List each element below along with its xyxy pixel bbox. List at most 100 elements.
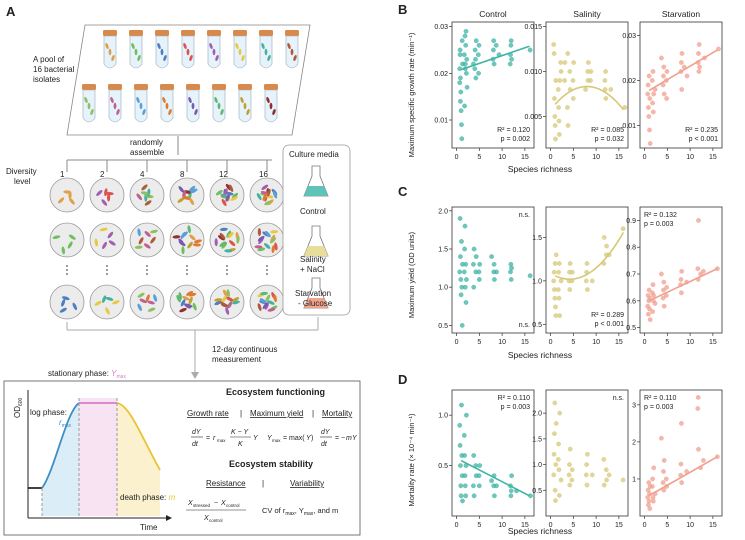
bacterium <box>68 234 76 240</box>
bacterium <box>63 190 72 194</box>
data-point <box>553 304 558 310</box>
data-point <box>567 482 573 488</box>
bacterium <box>293 54 297 62</box>
bacterium <box>220 193 228 198</box>
data-point <box>489 254 494 259</box>
petri-dish <box>249 222 285 258</box>
bacterium <box>230 196 238 201</box>
data-point <box>471 493 477 499</box>
data-point <box>494 269 499 275</box>
ellipsis-dot <box>146 273 148 275</box>
stationary-phase-fill <box>79 398 117 516</box>
bacterium <box>67 241 73 249</box>
svg-text:X: X <box>187 500 193 507</box>
dish-rim <box>129 177 165 213</box>
data-point <box>477 463 483 468</box>
tube-cap <box>108 84 122 90</box>
test-tube <box>233 30 247 69</box>
bacterium <box>99 227 108 232</box>
x-tick-label: 15 <box>615 339 623 346</box>
data-point <box>585 287 590 292</box>
petri-dish-grid <box>49 177 285 320</box>
bacterium <box>147 307 156 312</box>
x-tick-label: 15 <box>615 154 623 161</box>
data-point <box>567 69 573 74</box>
bacterium <box>267 307 276 312</box>
data-point <box>650 309 655 314</box>
test-tube <box>186 84 200 123</box>
data-point <box>552 295 558 301</box>
bacterium <box>168 108 172 116</box>
data-point <box>562 78 567 83</box>
data-point <box>458 292 464 298</box>
bacterium <box>257 303 262 311</box>
dish-rim <box>169 284 205 320</box>
test-tube <box>160 84 174 123</box>
diversity-levels: 1 2 4 8 12 16 <box>60 170 268 179</box>
flask <box>303 225 329 257</box>
data-point <box>555 457 561 462</box>
bacterium <box>112 300 120 305</box>
bacterium <box>90 108 94 116</box>
ellipsis-dot <box>226 273 228 275</box>
data-point <box>553 78 559 83</box>
y-tick-label: 0.010 <box>524 69 542 76</box>
bacterium <box>131 42 135 50</box>
data-point <box>508 261 514 267</box>
data-point <box>570 78 576 83</box>
x-tick-label: 15 <box>709 154 717 161</box>
data-point <box>552 123 558 128</box>
stat-label: R² = 0.110 <box>644 395 676 402</box>
data-point <box>476 42 482 48</box>
data-point <box>695 266 701 272</box>
petri-dish <box>169 222 205 258</box>
data-point <box>584 482 590 488</box>
max-yield-label: Maximum yield <box>250 409 303 418</box>
tube-cap <box>155 30 169 36</box>
ellipsis-dot <box>106 265 108 267</box>
bacterium <box>183 303 191 309</box>
bacterium <box>138 237 144 245</box>
y-tick-label: 0.5 <box>438 323 448 330</box>
svg-text:−: − <box>214 500 218 507</box>
data-point <box>464 412 469 418</box>
data-point <box>606 472 612 478</box>
death-phase-fill <box>117 403 160 516</box>
x-tick-label: 15 <box>521 522 529 529</box>
data-point <box>565 123 571 128</box>
bacterium <box>172 235 181 239</box>
data-point <box>602 78 608 83</box>
assemble-label-2: assemble <box>130 148 165 157</box>
y-tick-label: 0.03 <box>434 24 448 31</box>
culture-media-title: Culture media <box>289 150 339 159</box>
y-tick-label: 1.5 <box>532 235 542 242</box>
bacterium <box>225 307 230 315</box>
bacterium <box>105 42 109 50</box>
data-point <box>458 98 463 104</box>
yield-equation: Y max = max( Y ) <box>267 435 313 443</box>
fit-line <box>648 456 718 497</box>
data-point <box>462 483 468 489</box>
ellipsis-dot <box>146 265 148 267</box>
data-point <box>509 56 514 62</box>
x-tick-label: 0 <box>455 522 459 529</box>
data-point <box>492 277 497 282</box>
death-curve <box>116 402 161 471</box>
data-point <box>557 313 563 318</box>
data-point <box>585 451 590 457</box>
chart-title: Control <box>479 9 507 19</box>
resistance-label: Resistance <box>206 479 246 488</box>
bacterium <box>147 300 155 305</box>
fit-line <box>460 45 530 71</box>
bacterium <box>246 108 250 116</box>
data-point <box>461 269 467 275</box>
data-point <box>569 477 575 483</box>
data-point <box>464 277 469 282</box>
data-point <box>583 278 589 284</box>
bacterium <box>157 42 161 50</box>
test-tube <box>285 30 299 69</box>
data-point <box>567 287 573 292</box>
ellipsis-dot <box>66 265 68 267</box>
data-point <box>462 246 467 252</box>
x-tick-label: 5 <box>477 522 481 529</box>
